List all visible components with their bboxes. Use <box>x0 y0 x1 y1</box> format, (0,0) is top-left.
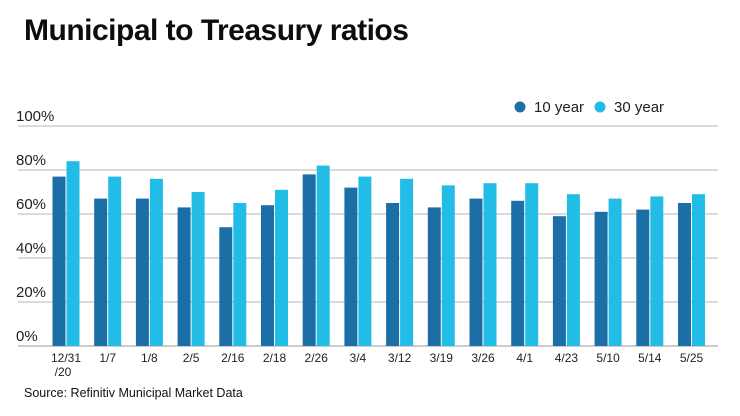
bar-30-year-0 <box>66 161 80 346</box>
bar-10-year-10 <box>469 198 483 346</box>
x-tick-label: 1/7 <box>99 351 116 365</box>
x-tick-label: 2/26 <box>305 351 329 365</box>
y-tick-label: 40% <box>16 240 46 257</box>
bar-30-year-1 <box>108 176 122 346</box>
bar-10-year-5 <box>261 205 274 346</box>
gridlines: 0% 20% 40% 60% 80% 100% <box>16 108 718 347</box>
source-note: Source: Refinitiv Municipal Market Data <box>24 386 243 400</box>
legend-label-30-year: 30 year <box>614 99 664 116</box>
bar-30-year-5 <box>275 189 288 346</box>
x-tick-label: 2/5 <box>183 351 200 365</box>
bar-30-year-7 <box>358 176 372 346</box>
bars <box>52 161 705 346</box>
x-tick-label: 4/1 <box>516 351 533 365</box>
bar-30-year-2 <box>149 178 163 346</box>
x-tick-label: 3/12 <box>388 351 412 365</box>
bar-30-year-6 <box>316 165 330 346</box>
x-tick-label: 5/10 <box>596 351 620 365</box>
bar-30-year-15 <box>692 194 705 346</box>
bar-10-year-11 <box>511 200 525 346</box>
bar-10-year-15 <box>678 203 691 346</box>
y-tick-label: 80% <box>16 152 46 169</box>
bar-30-year-3 <box>191 192 205 346</box>
y-tick-label: 0% <box>16 328 38 345</box>
bar-10-year-14 <box>636 209 650 346</box>
chart-title: Municipal to Treasury ratios <box>24 14 409 47</box>
bar-10-year-13 <box>594 211 608 346</box>
x-tick-label: 5/25 <box>680 351 704 365</box>
bar-30-year-13 <box>608 198 622 346</box>
bar-10-year-3 <box>177 207 191 346</box>
x-tick-label: 2/16 <box>221 351 245 365</box>
x-tick-label: 1/8 <box>141 351 158 365</box>
bar-30-year-14 <box>650 196 664 346</box>
bar-10-year-9 <box>427 207 441 346</box>
bar-30-year-10 <box>483 183 497 346</box>
x-tick-label: 12/31/20 <box>51 351 81 379</box>
x-tick-label: 3/4 <box>350 351 367 365</box>
legend-label-10-year: 10 year <box>534 99 584 116</box>
bar-30-year-8 <box>400 178 414 346</box>
bar-10-year-1 <box>94 198 108 346</box>
bar-10-year-2 <box>135 198 149 346</box>
x-tick-label: 2/18 <box>263 351 287 365</box>
bar-10-year-7 <box>344 187 358 346</box>
y-tick-label: 60% <box>16 196 46 213</box>
legend-marker-30-year <box>594 101 606 113</box>
bar-10-year-6 <box>302 174 316 346</box>
x-tick-label: 5/14 <box>638 351 662 365</box>
x-tick-label: 3/26 <box>471 351 495 365</box>
bar-30-year-4 <box>233 203 247 346</box>
x-tick-labels: 12/31/20 1/7 1/8 2/5 2/16 2/18 2/26 3/4 3/12 3/19… <box>51 351 704 379</box>
bar-10-year-12 <box>552 216 566 346</box>
y-tick-label: 100% <box>16 108 54 125</box>
y-tick-label: 20% <box>16 284 46 301</box>
bar-30-year-9 <box>441 185 455 346</box>
bar-30-year-12 <box>566 194 580 346</box>
x-tick-label: 4/23 <box>555 351 579 365</box>
bar-10-year-0 <box>52 176 66 346</box>
x-tick-label: 3/19 <box>430 351 454 365</box>
legend: 10 year 30 year <box>514 99 664 116</box>
legend-marker-10-year <box>514 101 526 113</box>
bar-10-year-8 <box>386 203 400 346</box>
bar-10-year-4 <box>219 227 233 346</box>
bar-30-year-11 <box>525 183 539 346</box>
